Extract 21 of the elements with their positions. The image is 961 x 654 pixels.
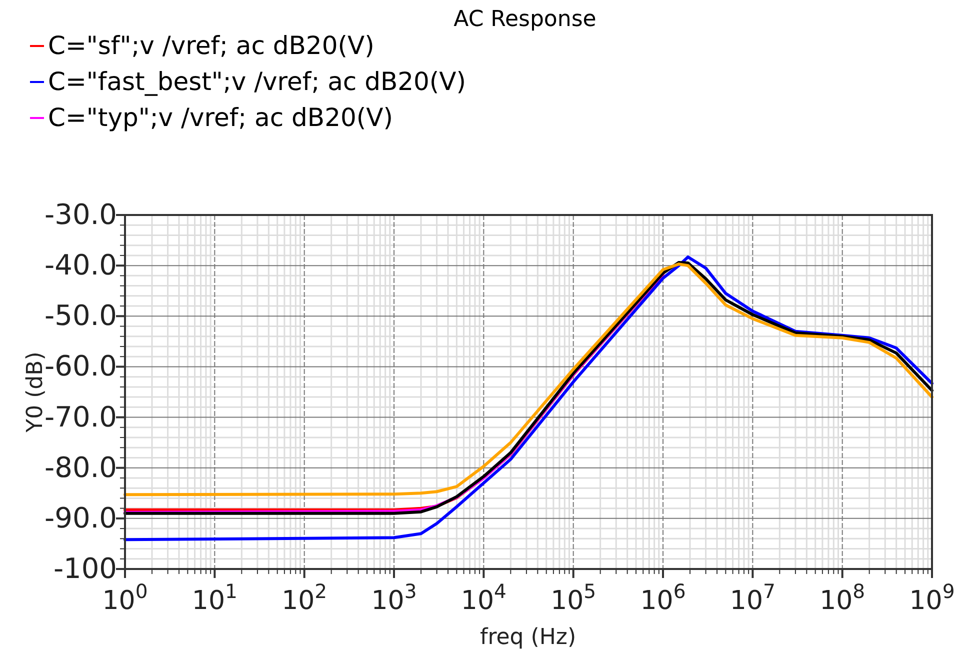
legend-label: C="sf";v /vref; ac dB20(V) (48, 31, 374, 60)
y-tick-label: -80.0 (44, 450, 117, 484)
x-tick-label: 10$^{4}$ (460, 580, 506, 616)
x-tick-label: 10$^{9}$ (909, 580, 955, 616)
x-tick-label: 10$^{3}$ (371, 580, 417, 616)
x-tick-label: 10$^{7}$ (730, 580, 776, 616)
x-tick-label: 10$^{6}$ (640, 580, 686, 616)
y-tick-label: -60.0 (44, 350, 117, 383)
x-axis-title: freq (Hz) (480, 625, 576, 650)
y-tick-label: -70.0 (44, 400, 117, 434)
x-tick-label: 10$^{8}$ (820, 580, 866, 616)
y-tick-label: -50.0 (44, 299, 117, 332)
y-tick-label: -90.0 (44, 501, 117, 534)
legend-label: C="fast_best";v /vref; ac dB20(V) (48, 67, 466, 96)
chart-title: AC Response (454, 7, 596, 32)
y-tick-label: -30.0 (44, 198, 117, 231)
y-tick-label: -40.0 (44, 248, 117, 282)
legend-label: C="typ";v /vref; ac dB20(V) (48, 103, 393, 132)
x-tick-label: 10$^{1}$ (192, 580, 238, 616)
x-tick-label: 10$^{5}$ (550, 580, 596, 616)
x-tick-label: 10$^{2}$ (282, 580, 328, 616)
